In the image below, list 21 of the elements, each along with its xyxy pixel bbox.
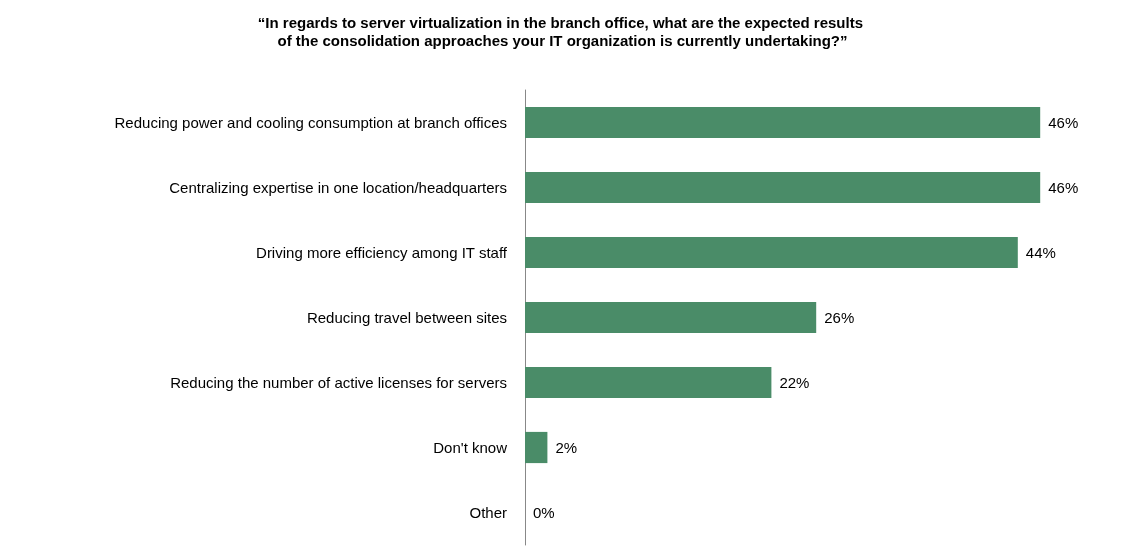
y-tick-label: Reducing the number of active licenses for servers — [170, 374, 507, 391]
data-label: 44% — [1025, 244, 1056, 261]
bar — [525, 366, 772, 399]
data-label: 22% — [779, 374, 810, 391]
bar — [525, 236, 1018, 269]
bar — [525, 431, 548, 464]
data-label: 0% — [533, 504, 555, 521]
data-label: 26% — [824, 309, 855, 326]
data-label: 46% — [1048, 179, 1079, 196]
bar — [525, 106, 1041, 139]
y-tick-label: Other — [469, 504, 507, 521]
y-tick-label: Don't know — [433, 439, 508, 456]
y-tick-label: Reducing travel between sites — [306, 309, 507, 326]
bar — [525, 301, 817, 334]
y-tick-label: Driving more efficiency among IT staff — [256, 244, 508, 261]
y-tick-label: Reducing power and cooling consumption at branch offices — [114, 114, 507, 131]
bar — [525, 171, 1041, 204]
y-tick-label: Centralizing expertise in one location/headquarters — [169, 179, 507, 196]
data-label: 46% — [1048, 114, 1079, 131]
chart-title: “In regards to server virtualization in the branch office, what are the expected results of the consolidation approaches your IT organization is currently undertaking?” — [257, 13, 868, 49]
data-label: 2% — [555, 439, 578, 456]
